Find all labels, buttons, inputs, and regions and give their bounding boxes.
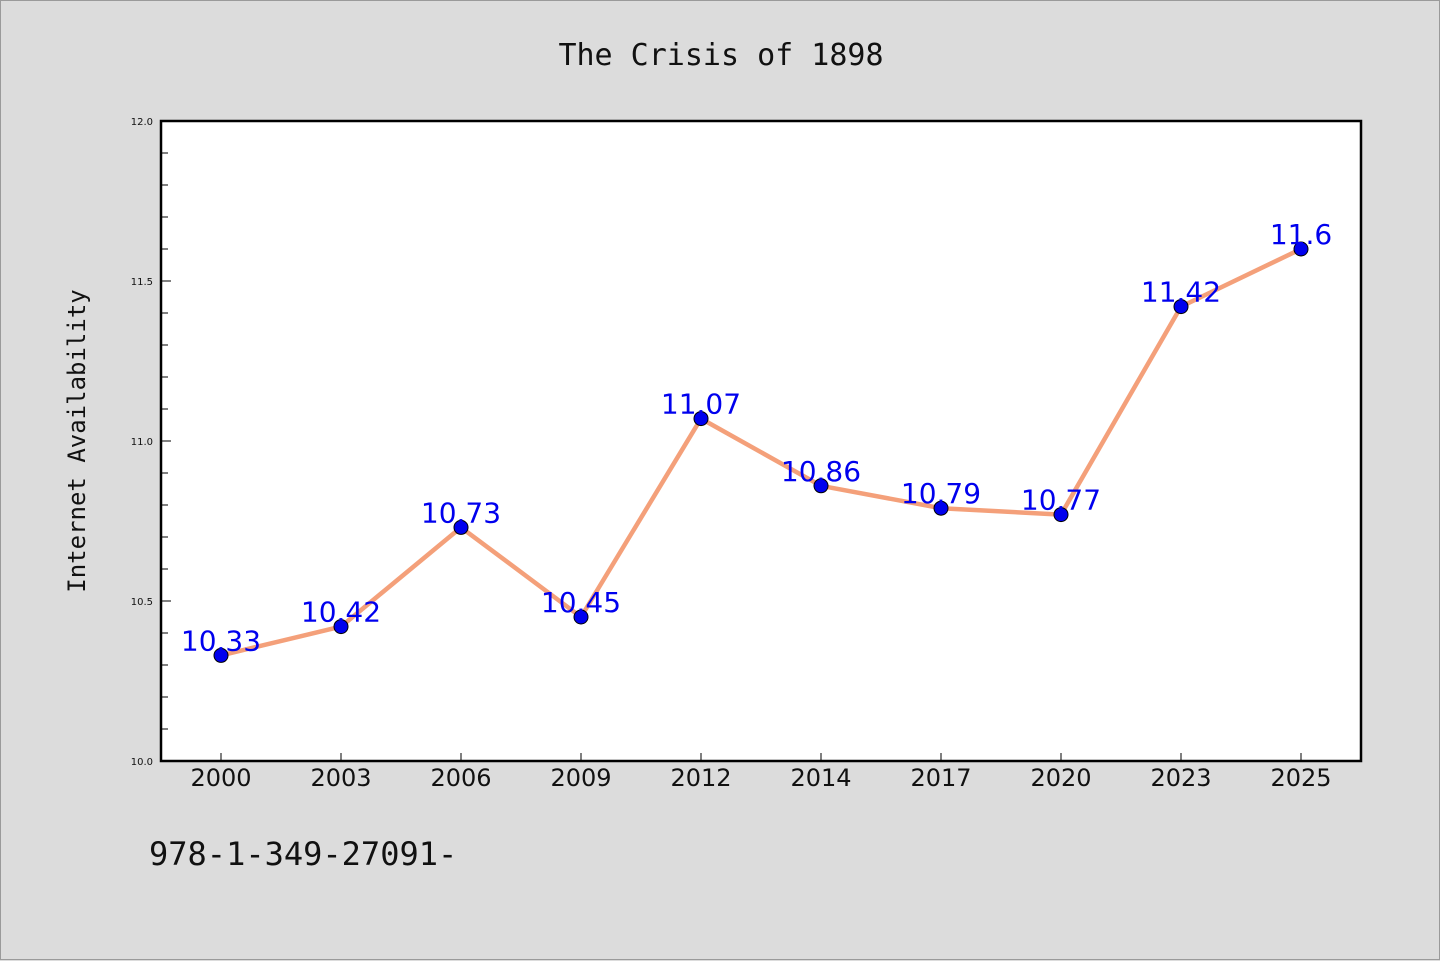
data-point bbox=[573, 609, 589, 625]
data-label: 10.79 bbox=[901, 477, 981, 510]
data-point bbox=[693, 411, 709, 427]
data-label: 10.77 bbox=[1021, 484, 1101, 517]
x-tick-label: 2003 bbox=[310, 764, 371, 792]
data-label: 10.33 bbox=[181, 624, 261, 657]
data-point bbox=[933, 500, 949, 516]
series-group: 10.33 10.42 10.73 10.45 11.07 10.86 10.79 10.77… bbox=[181, 218, 1332, 663]
data-label: 10.45 bbox=[541, 586, 621, 619]
x-tick-label: 2020 bbox=[1030, 764, 1091, 792]
y-tick-label: 11.0 bbox=[131, 437, 153, 448]
x-tick-label: 2009 bbox=[550, 764, 611, 792]
x-tick-label: 2023 bbox=[1150, 764, 1211, 792]
data-point bbox=[213, 647, 229, 663]
data-label: 10.73 bbox=[421, 496, 501, 529]
y-tick-label: 11.5 bbox=[131, 277, 153, 288]
data-label: 11.42 bbox=[1141, 276, 1221, 309]
data-point bbox=[1053, 507, 1069, 523]
data-label: 11.07 bbox=[661, 388, 741, 421]
x-tick-label: 2012 bbox=[670, 764, 731, 792]
x-tick-label: 2025 bbox=[1270, 764, 1331, 792]
y-axis-label: Internet Availability bbox=[63, 289, 91, 592]
x-tick-label: 2006 bbox=[430, 764, 491, 792]
x-tick-label: 2017 bbox=[910, 764, 971, 792]
x-tick-label: 2000 bbox=[190, 764, 251, 792]
data-label: 10.86 bbox=[781, 455, 861, 488]
data-point bbox=[453, 519, 469, 535]
x-tick-label: 2014 bbox=[790, 764, 851, 792]
y-axis: 10.0 10.5 11.0 11.5 12.0 bbox=[131, 117, 171, 768]
data-label: 11.6 bbox=[1270, 218, 1332, 251]
chart-title: The Crisis of 1898 bbox=[558, 38, 883, 73]
data-point bbox=[1293, 241, 1309, 257]
plot-area bbox=[159, 119, 1363, 763]
data-point bbox=[1173, 299, 1189, 315]
y-tick-label: 10.0 bbox=[131, 757, 153, 768]
footer-text: 978-1-349-27091- bbox=[149, 835, 457, 873]
y-tick-label: 12.0 bbox=[131, 117, 153, 128]
data-point bbox=[813, 478, 829, 494]
data-point bbox=[333, 619, 349, 635]
x-axis: 2000 2003 2006 2009 2012 2014 2017 2020 2023 2025 bbox=[190, 753, 1332, 792]
y-tick-label: 10.5 bbox=[131, 597, 153, 608]
data-label: 10.42 bbox=[301, 596, 381, 629]
series-line bbox=[218, 246, 1304, 658]
